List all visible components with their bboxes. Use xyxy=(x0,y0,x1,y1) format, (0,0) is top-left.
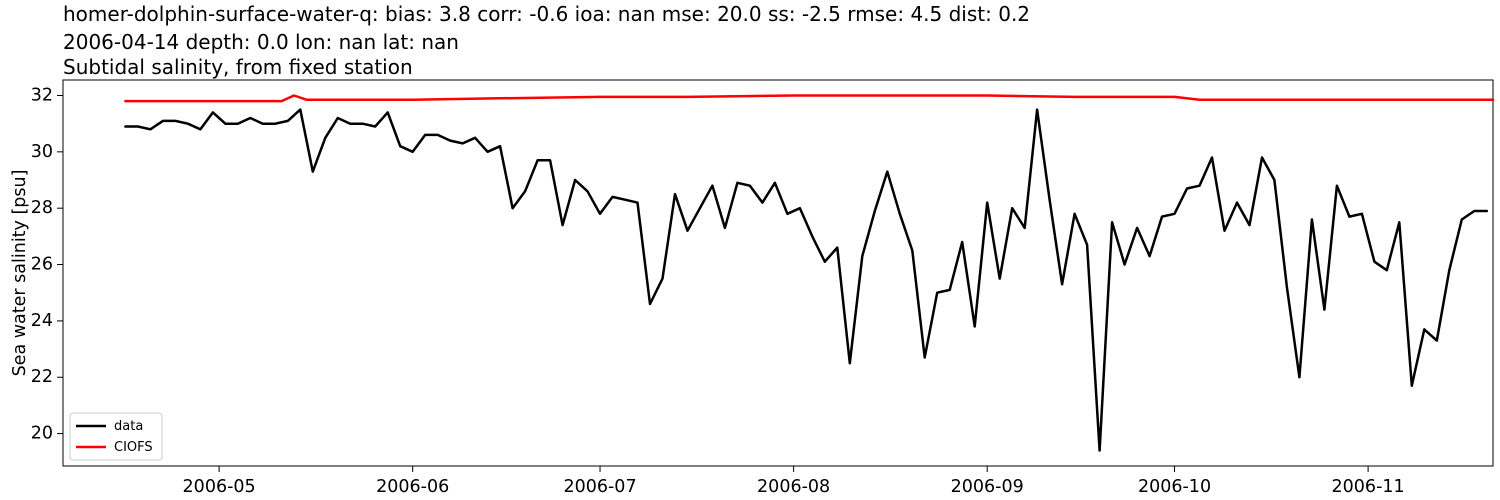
series-line-data xyxy=(124,108,1489,452)
x-tick-label: 2006-10 xyxy=(1138,477,1211,497)
legend-label-data: data xyxy=(114,419,143,434)
plot-area-frame xyxy=(62,79,1494,467)
x-tick-label: 2006-11 xyxy=(1332,477,1405,497)
x-tick-label: 2006-05 xyxy=(183,477,256,497)
x-axis: 2006-05 2006-06 2006-07 2006-08 2006-09 2006-… xyxy=(183,466,1405,497)
series-line-ciofs xyxy=(124,94,1495,103)
y-tick-label: 24 xyxy=(31,311,53,331)
y-tick-label: 26 xyxy=(31,255,53,275)
y-tick-label: 30 xyxy=(31,142,53,162)
x-tick-label: 2006-06 xyxy=(376,477,449,497)
x-tick-label: 2006-09 xyxy=(951,477,1024,497)
y-tick-label: 28 xyxy=(31,198,53,218)
x-tick-label: 2006-08 xyxy=(757,477,830,497)
y-tick-label: 32 xyxy=(31,85,53,105)
legend: data CIOFS xyxy=(69,412,163,461)
y-tick-label: 20 xyxy=(31,424,53,444)
y-axis: 20 22 24 26 28 30 32 xyxy=(31,85,63,444)
chart-title-line-2: 2006-04-14 depth: 0.0 lon: nan lat: nan xyxy=(63,30,459,54)
y-axis-label: Sea water salinity [psu] xyxy=(10,170,30,377)
series-group xyxy=(124,94,1495,452)
chart-title-line-3: Subtidal salinity, from fixed station xyxy=(63,55,413,79)
legend-label-ciofs: CIOFS xyxy=(114,440,153,455)
y-tick-label: 22 xyxy=(31,367,53,387)
chart-title-line-1: homer-dolphin-surface-water-q: bias: 3.8… xyxy=(63,2,1031,26)
x-tick-label: 2006-07 xyxy=(563,477,636,497)
